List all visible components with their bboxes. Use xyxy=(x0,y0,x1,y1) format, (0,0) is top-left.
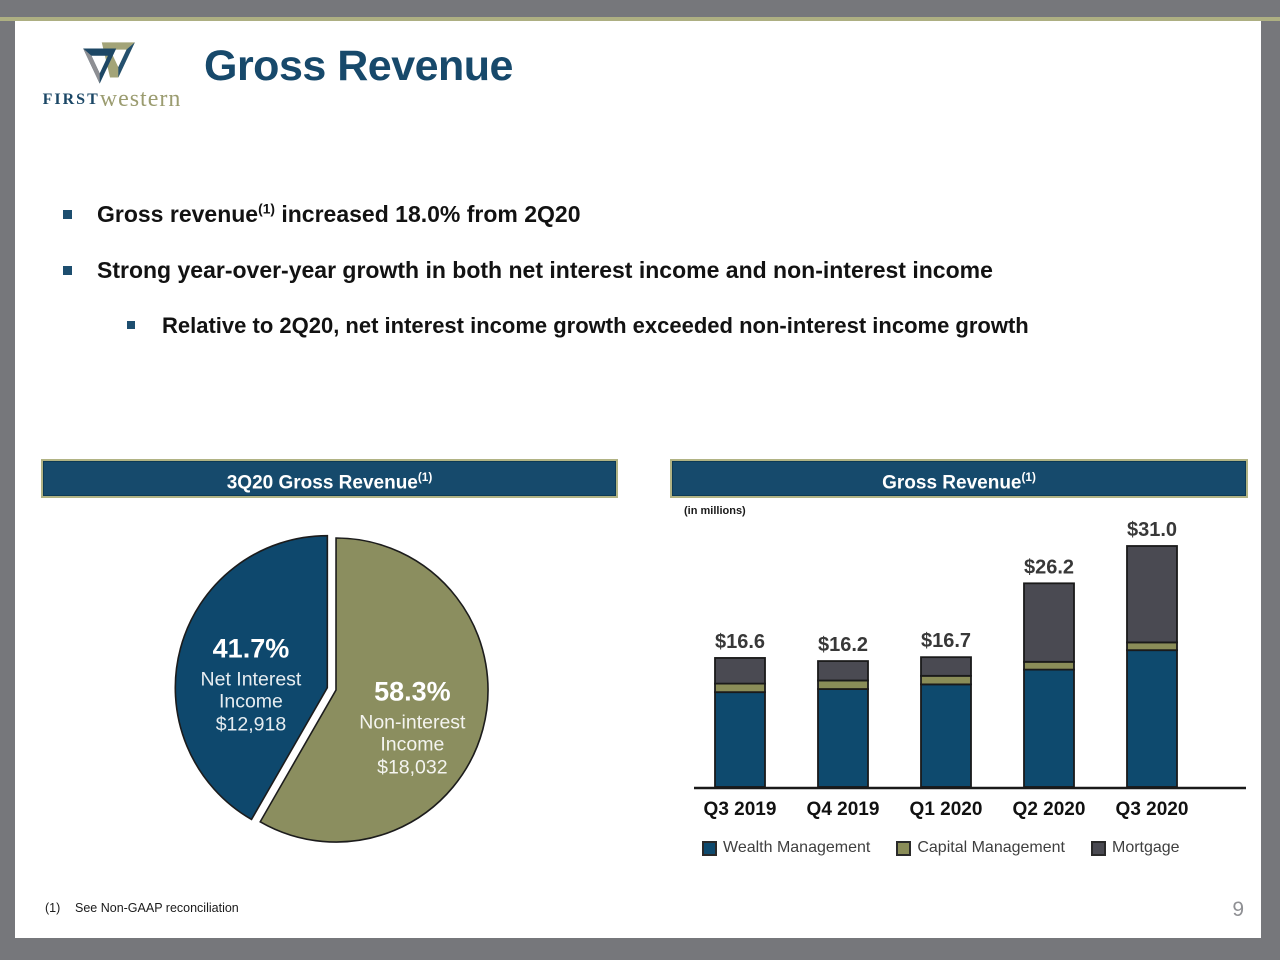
bar-segment-q2-2020-1 xyxy=(1023,668,1075,788)
gross-revenue-bar-chart: $16.6 Q3 2019 $16.2 Q4 2019 $16.7 Q1 2020 $26.… xyxy=(694,519,1246,820)
first-western-logo-icon xyxy=(83,42,135,84)
legend-swatch-icon xyxy=(896,840,912,856)
bar-segment-q4-2019-3 xyxy=(817,660,869,682)
first-western-logo-text: FIRSTwestern xyxy=(28,86,196,113)
bar-category-label: Q1 2020 xyxy=(910,799,983,820)
bar-legend: Wealth Management Capital Management Mortg… xyxy=(702,839,1180,857)
pie-slice-2 xyxy=(259,537,489,843)
bar-header-label: Gross Revenue xyxy=(882,472,1022,494)
bar-total-label: $16.2 xyxy=(818,634,868,656)
bar-segment-q3-2020-2 xyxy=(1126,641,1178,652)
bar-segment-q3-2019-2 xyxy=(714,682,766,694)
bullet-2-text: Strong year-over-year growth in both net… xyxy=(97,257,993,283)
legend-label: Capital Management xyxy=(917,839,1065,856)
legend-swatch-icon xyxy=(1090,840,1106,856)
legend-label: Mortgage xyxy=(1111,839,1180,856)
bar-chart-header-text: Gross Revenue(1) xyxy=(672,461,1246,500)
pie-chart-header-text: 3Q20 Gross Revenue(1) xyxy=(43,461,616,500)
bar-segment-q2-2020-2 xyxy=(1023,660,1075,671)
bar-chart-header: Gross Revenue(1) xyxy=(670,459,1248,498)
bar-segment-q1-2020-3 xyxy=(920,656,972,677)
pie-chart-header: 3Q20 Gross Revenue(1) xyxy=(41,459,618,498)
bar-category-label: Q4 2019 xyxy=(807,799,880,820)
accent-line xyxy=(0,17,1280,21)
legend-item-capital-management: Capital Management xyxy=(896,839,1065,857)
bullet-2: Strong year-over-year growth in both net… xyxy=(97,257,993,284)
gross-revenue-pie-chart: 41.7%Net InterestIncome$12,91858.3%Non-i… xyxy=(174,534,489,843)
bar-category-label: Q2 2020 xyxy=(1013,799,1086,820)
bullet-1: Gross revenue(1) increased 18.0% from 2Q… xyxy=(97,201,581,228)
bullet-square-icon xyxy=(63,210,72,219)
units-note: (in millions) xyxy=(684,505,746,517)
footnote-marker: (1) xyxy=(45,901,61,915)
bar-segment-q3-2019-3 xyxy=(714,657,766,685)
bullet-1-text-cont: increased 18.0% from 2Q20 xyxy=(274,201,581,227)
footnote-text: See Non-GAAP reconciliation xyxy=(75,901,239,915)
bar-segment-q4-2019-1 xyxy=(817,688,869,788)
bullet-1-text: Gross revenue xyxy=(97,201,259,227)
svg-text:Income: Income xyxy=(380,733,444,755)
bar-total-label: $16.7 xyxy=(921,630,971,652)
bullet-1-footnote-ref: (1) xyxy=(258,201,275,217)
bar-total-label: $26.2 xyxy=(1024,556,1074,578)
svg-text:Non-interest: Non-interest xyxy=(359,711,466,733)
bar-segment-q3-2020-3 xyxy=(1126,545,1178,644)
bar-header-footnote-ref: (1) xyxy=(1021,471,1036,484)
legend-item-wealth-management: Wealth Management xyxy=(702,839,870,857)
page-number: 9 xyxy=(1232,898,1244,921)
bar-category-label: Q3 2020 xyxy=(1116,799,1189,820)
sub-bullet-square-icon xyxy=(127,321,135,329)
bar-segment-q1-2020-2 xyxy=(920,674,972,686)
bar-total-label: $31.0 xyxy=(1127,519,1177,541)
pie-slice-1 xyxy=(174,534,329,821)
svg-text:58.3%: 58.3% xyxy=(374,676,451,706)
sub-bullet-1-text: Relative to 2Q20, net interest income gr… xyxy=(162,313,1029,338)
sub-bullet-1: Relative to 2Q20, net interest income gr… xyxy=(162,313,1029,339)
bar-category-label: Q3 2019 xyxy=(704,799,777,820)
legend-label: Wealth Management xyxy=(723,839,871,856)
page-title: Gross Revenue xyxy=(204,42,513,90)
bar-segment-q1-2020-1 xyxy=(920,683,972,788)
svg-text:Income: Income xyxy=(219,690,283,712)
svg-text:$18,032: $18,032 xyxy=(377,756,448,778)
bar-segment-q4-2019-2 xyxy=(817,679,869,690)
bar-segment-q2-2020-3 xyxy=(1023,582,1075,663)
footnote: (1) See Non-GAAP reconciliation xyxy=(45,901,239,915)
legend-item-mortgage: Mortgage xyxy=(1090,839,1180,857)
bar-segment-q3-2020-1 xyxy=(1126,649,1178,788)
legend-swatch-icon xyxy=(702,840,717,856)
bar-total-label: $16.6 xyxy=(715,631,765,653)
pie-header-footnote-ref: (1) xyxy=(417,471,433,484)
logo-word-western: western xyxy=(99,86,182,112)
svg-text:41.7%: 41.7% xyxy=(213,633,290,663)
pie-header-label: 3Q20 Gross Revenue xyxy=(226,472,418,494)
bar-segment-q3-2019-1 xyxy=(714,691,766,788)
bullet-square-icon xyxy=(63,266,72,275)
svg-text:Net Interest: Net Interest xyxy=(201,668,302,690)
logo-word-first: FIRST xyxy=(42,91,100,108)
svg-text:$12,918: $12,918 xyxy=(216,713,287,735)
